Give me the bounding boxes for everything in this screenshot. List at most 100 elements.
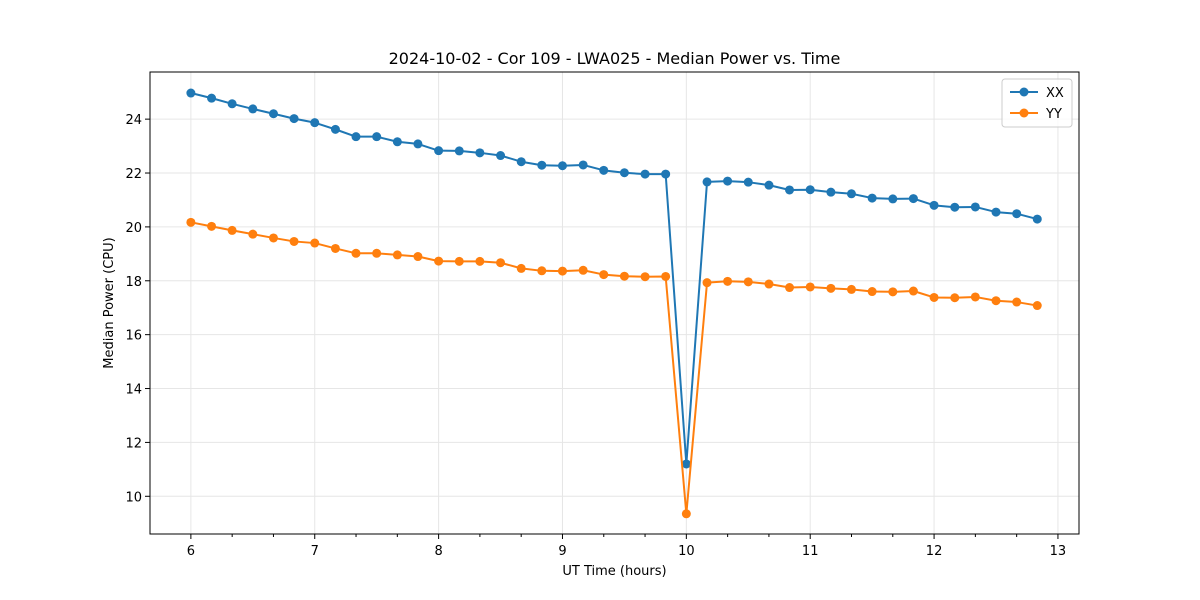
data-point-xx [475, 148, 485, 158]
data-point-yy [743, 277, 753, 287]
data-point-xx [289, 114, 299, 124]
data-point-yy [826, 283, 836, 293]
y-tick-label: 24 [125, 113, 142, 128]
data-point-xx [805, 185, 815, 195]
data-point-xx [351, 132, 361, 142]
data-point-yy [785, 283, 795, 293]
data-point-xx [723, 176, 733, 186]
data-point-yy [434, 256, 444, 266]
data-point-xx [867, 193, 877, 203]
legend-item-xx: XX [1010, 86, 1064, 101]
data-point-yy [330, 243, 340, 253]
data-point-yy [557, 266, 567, 276]
data-point-xx [557, 161, 567, 171]
y-tick-label: 14 [125, 383, 142, 398]
data-point-yy [372, 248, 382, 258]
data-point-yy [681, 509, 691, 519]
data-point-yy [888, 287, 898, 297]
data-point-yy [702, 278, 712, 288]
data-point-xx [888, 194, 898, 204]
y-tick-label: 22 [125, 167, 142, 182]
series-line-yy [190, 221, 1038, 515]
data-point-yy [207, 221, 217, 231]
data-point-xx [413, 139, 423, 149]
series-yy [186, 217, 1042, 519]
plot-frame [149, 71, 1080, 535]
data-point-yy [310, 238, 320, 248]
data-point-xx [578, 160, 588, 170]
data-point-xx [929, 200, 939, 210]
legend-item-yy: YY [1010, 107, 1062, 122]
data-point-xx [372, 132, 382, 142]
x-tick-label: 13 [1050, 544, 1067, 559]
data-point-yy [619, 271, 629, 281]
data-point-yy [289, 236, 299, 246]
data-point-yy [867, 287, 877, 297]
series-xx [186, 88, 1042, 469]
data-point-xx [516, 157, 526, 167]
data-point-xx [310, 118, 320, 128]
data-point-yy [475, 256, 485, 266]
legend-swatch-marker [1019, 87, 1029, 97]
data-point-yy [640, 272, 650, 282]
data-point-xx [846, 189, 856, 199]
data-point-xx [619, 168, 629, 178]
data-point-xx [496, 151, 506, 161]
data-point-yy [846, 284, 856, 294]
x-tick-label: 8 [434, 544, 442, 559]
data-point-yy [950, 293, 960, 303]
data-point-yy [496, 258, 506, 268]
data-point-yy [351, 248, 361, 258]
data-point-yy [537, 266, 547, 276]
data-point-xx [950, 202, 960, 212]
data-point-yy [991, 296, 1001, 306]
data-point-yy [599, 270, 609, 280]
data-point-yy [578, 265, 588, 275]
data-point-yy [1012, 297, 1022, 307]
legend-label: YY [1045, 107, 1062, 122]
data-point-xx [908, 194, 918, 204]
legend: XX YY [1001, 78, 1073, 128]
data-point-xx [207, 93, 217, 103]
data-point-yy [227, 225, 237, 235]
data-point-xx [661, 169, 671, 179]
data-point-yy [248, 229, 258, 239]
data-point-xx [227, 99, 237, 109]
data-point-yy [392, 250, 402, 260]
x-tick-label: 10 [678, 544, 695, 559]
y-tick-label: 10 [125, 490, 142, 505]
data-point-xx [392, 137, 402, 147]
x-tick-label: 9 [558, 544, 566, 559]
x-tick-label: 11 [802, 544, 819, 559]
data-point-xx [785, 185, 795, 195]
x-tick-label: 6 [187, 544, 195, 559]
data-point-yy [764, 279, 774, 289]
data-point-xx [248, 104, 258, 114]
x-axis-label: UT Time (hours) [562, 564, 666, 579]
x-tick-label: 7 [311, 544, 319, 559]
data-point-xx [454, 146, 464, 156]
data-point-xx [599, 165, 609, 175]
data-point-xx [991, 207, 1001, 217]
data-point-yy [723, 276, 733, 286]
data-point-xx [330, 124, 340, 134]
legend-label: XX [1046, 86, 1064, 101]
data-point-xx [681, 459, 691, 469]
data-point-yy [970, 292, 980, 302]
y-axis-label: Median Power (CPU) [102, 237, 117, 368]
data-point-xx [764, 180, 774, 190]
data-point-yy [1032, 301, 1042, 311]
y-tick-label: 16 [125, 329, 142, 344]
data-point-xx [743, 177, 753, 187]
data-point-xx [702, 177, 712, 187]
data-point-xx [537, 160, 547, 170]
data-point-yy [413, 252, 423, 262]
data-point-yy [661, 271, 671, 281]
data-point-yy [516, 263, 526, 273]
data-point-xx [970, 202, 980, 212]
data-point-xx [826, 187, 836, 197]
data-point-xx [186, 88, 196, 98]
data-point-yy [805, 282, 815, 292]
y-tick-label: 18 [125, 275, 142, 290]
